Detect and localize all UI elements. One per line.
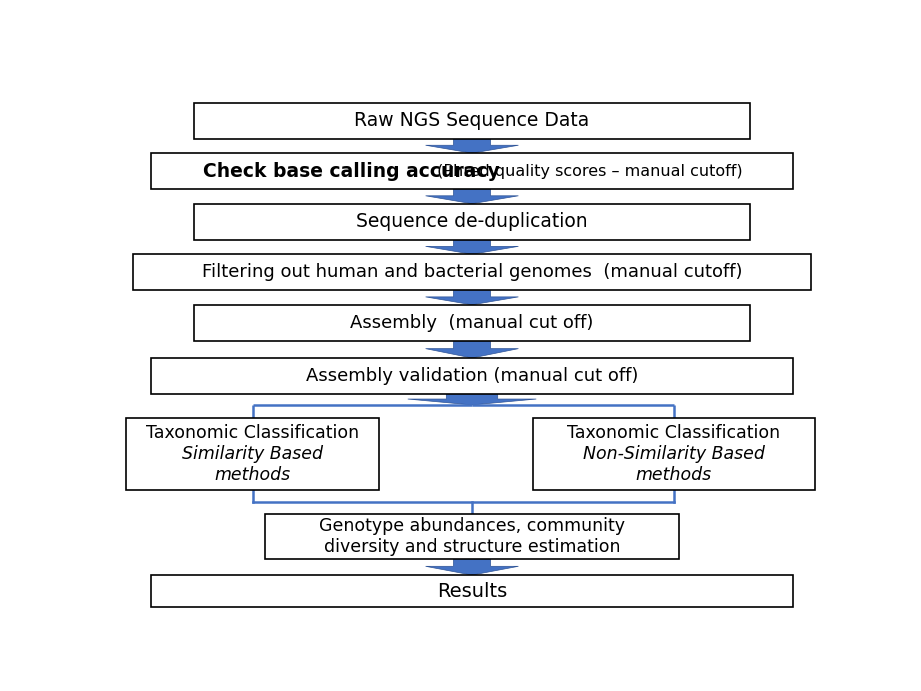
FancyBboxPatch shape <box>193 102 751 139</box>
Polygon shape <box>426 290 519 305</box>
Text: Assembly  (manual cut off): Assembly (manual cut off) <box>350 314 594 332</box>
Text: Taxonomic Classification: Taxonomic Classification <box>146 424 359 442</box>
Text: Raw NGS Sequence Data: Raw NGS Sequence Data <box>355 111 589 130</box>
FancyBboxPatch shape <box>193 305 751 341</box>
Text: Filtering out human and bacterial genomes  (manual cutoff): Filtering out human and bacterial genome… <box>202 263 742 281</box>
Text: Assembly validation (manual cut off): Assembly validation (manual cut off) <box>306 367 638 385</box>
FancyBboxPatch shape <box>151 358 793 394</box>
Polygon shape <box>426 559 519 575</box>
Polygon shape <box>426 341 519 358</box>
Polygon shape <box>426 240 519 254</box>
Text: Similarity Based: Similarity Based <box>182 445 323 463</box>
Text: Non-Similarity Based: Non-Similarity Based <box>583 445 764 463</box>
FancyBboxPatch shape <box>151 153 793 189</box>
Text: Taxonomic Classification: Taxonomic Classification <box>567 424 780 442</box>
Polygon shape <box>426 189 519 204</box>
Text: Genotype abundances, community
diversity and structure estimation: Genotype abundances, community diversity… <box>319 517 625 556</box>
Text: (Phred quality scores – manual cutoff): (Phred quality scores – manual cutoff) <box>432 164 742 179</box>
Text: Sequence de-duplication: Sequence de-duplication <box>356 212 588 231</box>
Text: methods: methods <box>215 466 291 484</box>
FancyBboxPatch shape <box>151 575 793 607</box>
Text: methods: methods <box>635 466 712 484</box>
FancyBboxPatch shape <box>532 418 814 490</box>
FancyBboxPatch shape <box>193 204 751 240</box>
FancyBboxPatch shape <box>133 254 811 290</box>
Text: Results: Results <box>437 582 507 600</box>
Text: Check base calling accuracy: Check base calling accuracy <box>204 162 500 181</box>
Polygon shape <box>408 394 536 405</box>
FancyBboxPatch shape <box>265 514 679 559</box>
FancyBboxPatch shape <box>126 418 379 490</box>
Polygon shape <box>426 139 519 153</box>
